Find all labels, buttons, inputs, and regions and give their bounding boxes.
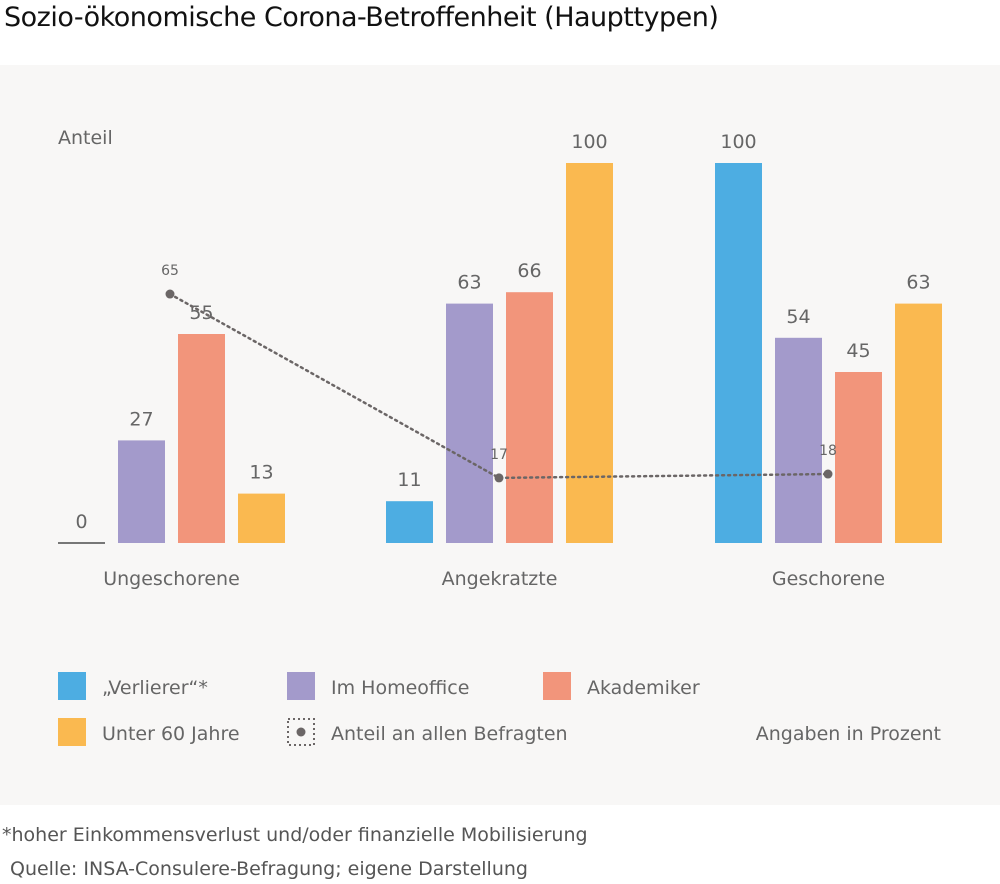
bar-value-label: 27	[129, 408, 153, 430]
bar-value-label: 13	[249, 462, 273, 484]
legend-label: Akademiker	[587, 677, 700, 699]
bar-value-label: 63	[457, 272, 481, 294]
line-point	[823, 469, 833, 479]
category-label: Geschorene	[772, 568, 885, 590]
y-axis-label: Anteil	[58, 127, 113, 149]
legend-dotted-swatch-icon	[287, 718, 315, 746]
bar	[118, 440, 165, 543]
legend-label: Unter 60 Jahre	[102, 723, 240, 745]
legend-swatch	[58, 718, 86, 746]
bar	[386, 501, 433, 543]
bar-value-label: 100	[720, 131, 756, 153]
legend-item: Anteil an allen Befragten	[287, 718, 568, 746]
legend-label: Im Homeoffice	[331, 677, 469, 699]
footnote: *hoher Einkommensverlust und/oder finanz…	[2, 824, 588, 846]
bar-value-label: 54	[786, 306, 810, 328]
bar-value-label: 45	[846, 340, 870, 362]
bar	[178, 334, 225, 543]
line-point	[494, 473, 504, 483]
bar	[506, 292, 553, 543]
legend-swatch	[543, 672, 571, 700]
legend-item: „Verlierer“*	[58, 672, 208, 700]
line-point-label: 65	[161, 263, 179, 279]
source-note: Quelle: INSA-Consulere-Befragung; eigene…	[10, 858, 528, 880]
legend-item: Unter 60 Jahre	[58, 718, 240, 746]
bar-value-label: 11	[397, 469, 421, 491]
chart-panel	[0, 65, 1000, 805]
bar	[775, 337, 822, 543]
bar-value-label: 66	[517, 260, 541, 282]
category-label: Angekratzte	[442, 568, 558, 590]
legend-item: Im Homeoffice	[287, 672, 469, 700]
legend-label: Anteil an allen Befragten	[331, 723, 568, 745]
legend-swatch	[287, 672, 315, 700]
bar	[715, 163, 762, 543]
bar	[446, 303, 493, 543]
bar	[895, 303, 942, 543]
bar	[566, 163, 613, 543]
chart-title: Sozio-ökonomische Corona-Betroffenheit (…	[4, 2, 719, 33]
bar-value-label: 0	[75, 511, 87, 533]
legend-item: Akademiker	[543, 672, 700, 700]
line-point-label: 18	[819, 443, 837, 459]
category-label: Ungeschorene	[103, 568, 240, 590]
legend-dot-icon	[296, 727, 306, 737]
bar-value-label: 100	[571, 131, 607, 153]
bar	[835, 372, 882, 543]
legend-label: „Verlierer“*	[102, 677, 208, 699]
bar-value-label: 63	[906, 272, 930, 294]
unit-note: Angaben in Prozent	[756, 723, 941, 745]
line-point-label: 17	[490, 447, 508, 463]
line-point	[165, 289, 175, 299]
bar	[238, 493, 285, 543]
legend-swatch	[58, 672, 86, 700]
